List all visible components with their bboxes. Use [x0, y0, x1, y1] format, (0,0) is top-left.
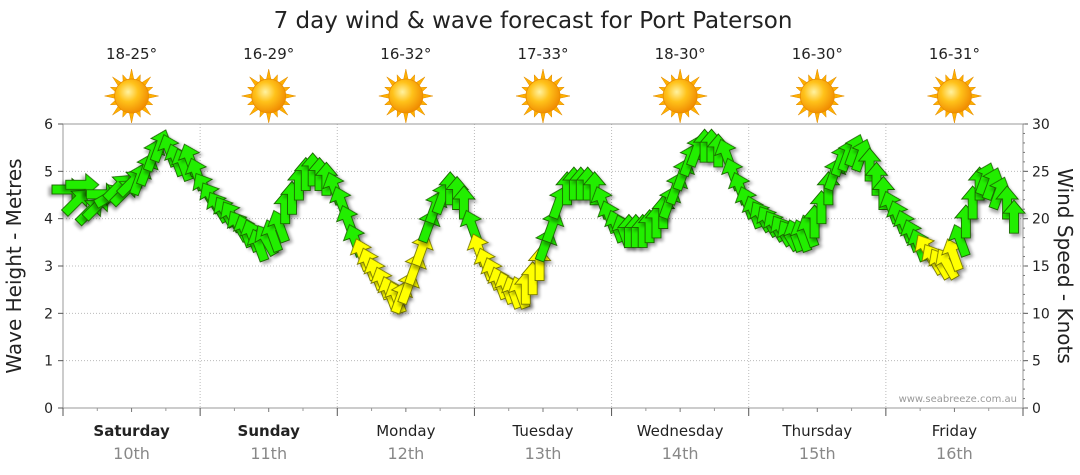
temperature-label: 16-32° — [380, 45, 431, 63]
wind-arrow — [857, 147, 882, 182]
left-tick-label: 5 — [44, 164, 53, 180]
day-date-label: 15th — [799, 444, 836, 463]
left-tick-label: 2 — [44, 306, 53, 322]
day-labels: Saturday 10th Sunday 11th Monday 12th Tuesday 1… — [93, 422, 977, 463]
sun-icon — [790, 68, 845, 124]
watermark: www.seabreeze.com.au — [899, 394, 1017, 405]
day-name-label: Monday — [376, 422, 435, 440]
left-tick-label: 0 — [44, 401, 53, 417]
day-date-label: 10th — [113, 444, 150, 463]
temperature-label: 16-31° — [929, 45, 980, 63]
wind-arrow — [1002, 199, 1026, 234]
left-tick-label: 1 — [44, 354, 53, 370]
left-axis-label: Wave Height - Metres — [2, 158, 26, 373]
sun-icon — [653, 68, 708, 124]
day-name-label: Friday — [932, 422, 978, 440]
left-tick-label: 6 — [44, 117, 53, 133]
sun-icon — [104, 68, 159, 124]
day-date-label: 11th — [250, 444, 287, 463]
left-tick-label: 3 — [44, 259, 53, 275]
temperature-label: 18-30° — [655, 45, 706, 63]
day-name-label: Sunday — [238, 422, 301, 440]
right-axis-ticks: 0 5 10 15 20 25 30 — [1023, 117, 1050, 417]
temperature-row: 18-25° 16-29° 16-32° 17-33° 18-30° 16-30° 16-3… — [106, 45, 980, 63]
wind-arrow — [411, 233, 434, 268]
wind-arrow — [871, 175, 896, 210]
right-tick-label: 20 — [1032, 212, 1050, 228]
right-tick-label: 25 — [1032, 164, 1050, 180]
sun-icon — [927, 68, 982, 124]
temperature-label: 18-25° — [106, 45, 157, 63]
day-date-label: 12th — [387, 444, 424, 463]
sun-icon — [515, 68, 571, 124]
right-tick-label: 30 — [1032, 117, 1050, 133]
left-tick-label: 4 — [44, 212, 53, 228]
chart-title: 7 day wind & wave forecast for Port Pate… — [274, 8, 793, 34]
day-name-label: Saturday — [93, 422, 170, 440]
day-name-label: Wednesday — [637, 422, 724, 440]
sun-icon — [378, 68, 433, 124]
temperature-label: 17-33° — [517, 45, 568, 63]
day-date-label: 14th — [662, 444, 699, 463]
temperature-label: 16-29° — [243, 45, 294, 63]
day-date-label: 16th — [936, 444, 973, 463]
wind-arrow — [582, 171, 607, 206]
wind-arrow — [60, 189, 89, 217]
day-name-label: Thursday — [781, 422, 852, 440]
wind-arrow — [864, 161, 889, 196]
left-axis-ticks: 0 1 2 3 4 5 6 — [44, 117, 63, 417]
x-axis — [62, 408, 1024, 416]
temperature-label: 16-30° — [792, 45, 843, 63]
day-name-label: Tuesday — [511, 422, 573, 440]
weather-icons — [104, 68, 982, 124]
right-tick-label: 0 — [1032, 401, 1041, 417]
grid-lines — [63, 124, 1023, 408]
wind-arrow — [995, 185, 1020, 220]
day-date-label: 13th — [525, 444, 562, 463]
right-axis-label: Wind Speed - Knots — [1053, 168, 1077, 364]
right-tick-label: 15 — [1032, 259, 1050, 275]
right-tick-label: 10 — [1032, 306, 1050, 322]
right-tick-label: 5 — [1032, 354, 1041, 370]
wind-arrows — [51, 128, 1026, 315]
sun-icon — [241, 68, 296, 124]
